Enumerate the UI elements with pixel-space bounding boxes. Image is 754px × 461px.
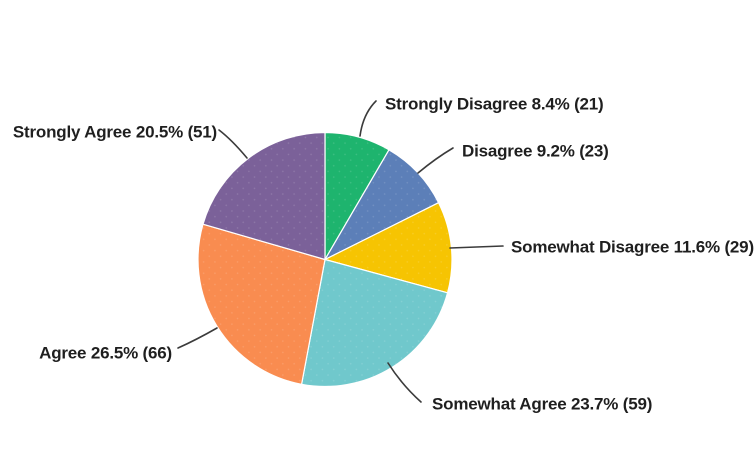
- leader-line-strongly-disagree: [359, 100, 377, 137]
- slice-label-strongly-agree: Strongly Agree 20.5% (51): [12, 122, 217, 142]
- leader-line-somewhat-disagree: [449, 245, 504, 249]
- leader-line-somewhat-agree: [387, 362, 422, 403]
- slice-label-disagree: Disagree 9.2% (23): [462, 141, 609, 161]
- pie-texture-overlay: [198, 132, 452, 387]
- leader-lines: [177, 100, 504, 403]
- slice-label-agree: Agree 26.5% (66): [39, 343, 172, 363]
- slice-label-somewhat-agree: Somewhat Agree 23.7% (59): [432, 394, 653, 414]
- slice-label-somewhat-disagree: Somewhat Disagree 11.6% (29): [511, 237, 754, 257]
- leader-line-strongly-agree: [218, 129, 248, 159]
- slice-label-strongly-disagree: Strongly Disagree 8.4% (21): [385, 94, 604, 114]
- leader-line-disagree: [417, 147, 454, 174]
- leader-line-agree: [177, 327, 218, 349]
